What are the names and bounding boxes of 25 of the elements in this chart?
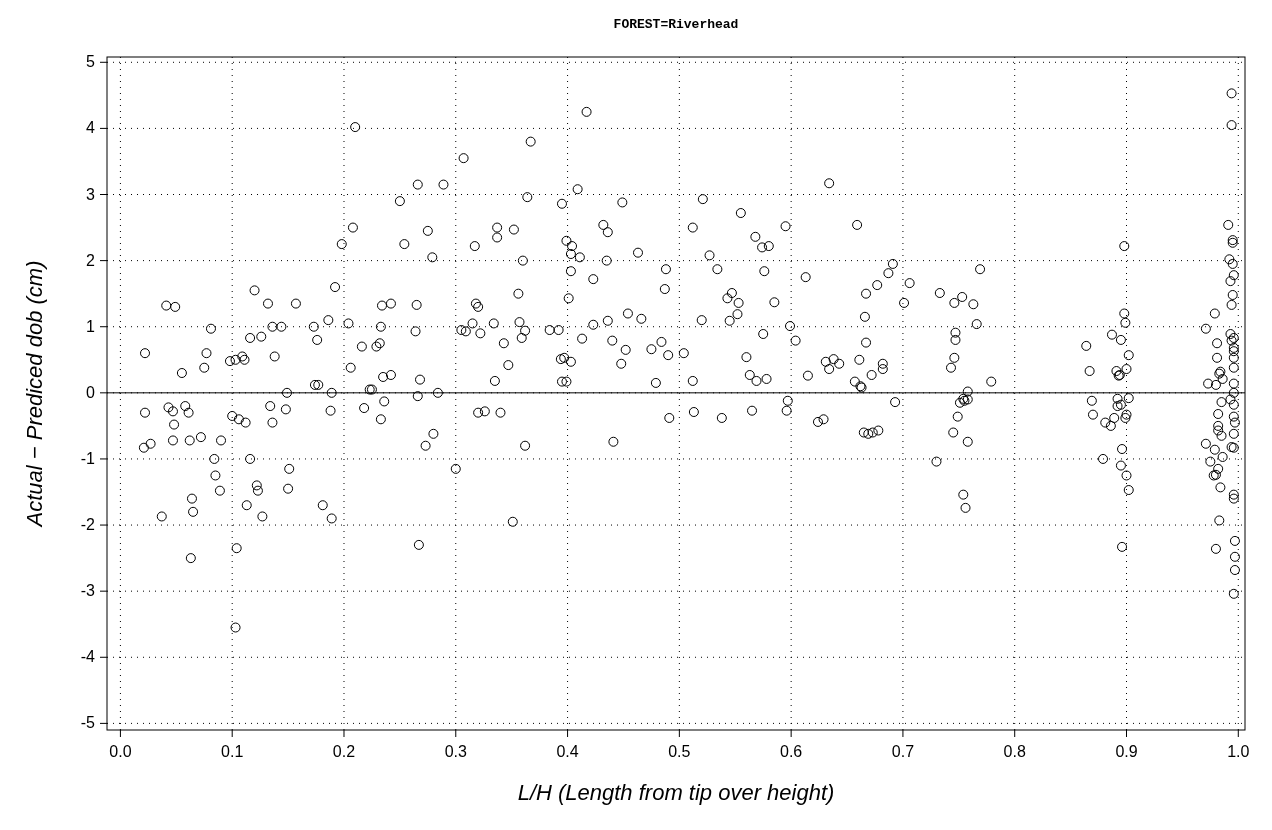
y-tick-label: 5 bbox=[86, 53, 96, 71]
x-tick-label: 0.4 bbox=[556, 743, 579, 760]
x-tick-label: 0.1 bbox=[221, 743, 244, 760]
chart-title: FOREST=Riverhead bbox=[613, 17, 739, 32]
x-tick-label: 0.5 bbox=[668, 743, 691, 760]
y-tick-label: -5 bbox=[80, 714, 96, 732]
y-tick-label: 2 bbox=[86, 251, 96, 269]
x-tick-label: 0.9 bbox=[1115, 743, 1138, 760]
y-tick-label: -3 bbox=[80, 582, 96, 600]
x-tick-label: 0.8 bbox=[1003, 743, 1026, 760]
y-tick-label: 1 bbox=[86, 317, 96, 335]
x-tick-label: 0.0 bbox=[109, 743, 132, 760]
x-tick-label: 0.7 bbox=[891, 743, 915, 760]
x-tick-label: 0.2 bbox=[332, 743, 356, 760]
y-axis-title: Actual − Prediced dob (cm) bbox=[22, 260, 47, 529]
y-tick-label: 0 bbox=[86, 383, 96, 401]
y-tick-label: -4 bbox=[80, 648, 96, 666]
x-tick-label: 1.0 bbox=[1227, 743, 1250, 760]
x-tick-label: 0.3 bbox=[444, 743, 467, 760]
x-tick-label: 0.6 bbox=[780, 743, 803, 760]
y-tick-label: 4 bbox=[86, 119, 96, 137]
y-tick-label: -1 bbox=[80, 449, 96, 467]
y-tick-label: 3 bbox=[86, 185, 96, 203]
y-tick-label: -2 bbox=[80, 516, 96, 534]
x-axis-title: L/H (Length from tip over height) bbox=[517, 780, 835, 805]
